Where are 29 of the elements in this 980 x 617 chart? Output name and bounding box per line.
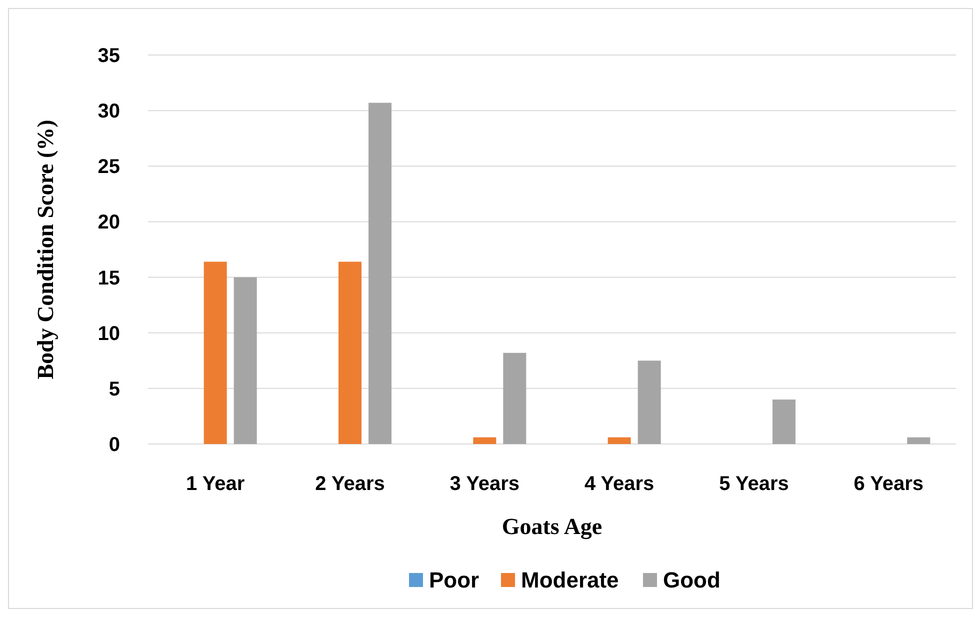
legend-label: Moderate — [521, 568, 619, 593]
legend-label: Good — [663, 568, 720, 593]
y-tick-label: 15 — [98, 267, 120, 290]
y-tick-label: 10 — [98, 322, 120, 345]
x-axis-title: Goats Age — [502, 514, 602, 540]
bar — [638, 360, 661, 444]
y-tick-label: 35 — [98, 45, 120, 67]
bar — [204, 262, 227, 444]
bar — [608, 437, 631, 444]
x-tick-label: 1 Year — [186, 473, 245, 495]
y-axis-title: Body Condition Score (%) — [33, 120, 58, 380]
x-tick-label: 3 Years — [450, 473, 520, 495]
x-tick-label: 2 Years — [315, 473, 385, 495]
bar — [234, 277, 257, 444]
y-tick-label: 5 — [108, 378, 120, 400]
bar — [772, 400, 796, 444]
bar — [503, 352, 526, 444]
y-tick-label: 20 — [98, 212, 120, 234]
bar — [473, 437, 496, 444]
x-tick-label: 4 Years — [584, 473, 654, 495]
bar — [907, 437, 930, 444]
bar — [338, 262, 362, 444]
y-tick-label: 30 — [98, 100, 120, 123]
bar — [368, 102, 392, 444]
x-tick-label: 6 Years — [854, 473, 924, 495]
x-tick-label: 5 Years — [719, 473, 789, 495]
legend-label: Poor — [429, 568, 480, 593]
y-tick-label: 0 — [108, 434, 120, 456]
y-tick-label: 25 — [98, 156, 120, 178]
